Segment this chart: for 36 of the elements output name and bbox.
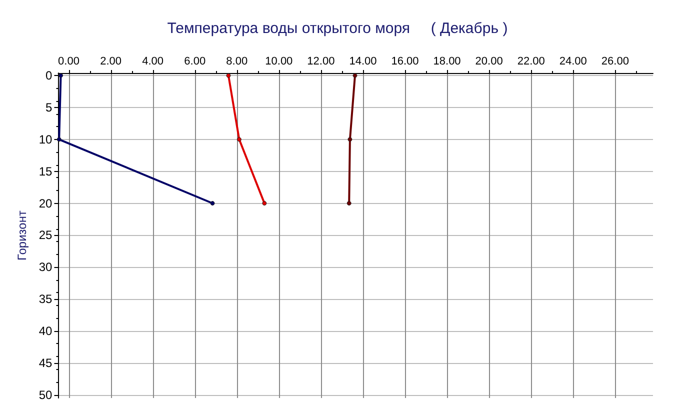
x-tick-label: 22.00 [517, 56, 545, 68]
y-tick-label: 35 [38, 292, 53, 306]
point [210, 201, 215, 206]
point [236, 137, 242, 142]
y-tick-label: 30 [38, 260, 53, 274]
y-axis-title: Горизонт [15, 210, 29, 260]
x-tick-label: 6.00 [184, 56, 206, 68]
x-tick-label: 16.00 [391, 56, 419, 68]
point [352, 73, 358, 78]
y-tick-label: 15 [38, 164, 53, 178]
point [348, 137, 352, 142]
x-tick-label: 4.00 [142, 56, 164, 68]
x-tick-label: 20.00 [475, 56, 503, 68]
y-tick-label: 50 [38, 388, 53, 402]
point [346, 201, 352, 206]
x-tick-label: 24.00 [559, 56, 587, 68]
x-tick-label: 14.00 [349, 56, 377, 68]
y-tick-label: 5 [46, 100, 53, 114]
x-tick-label: 2.00 [100, 56, 122, 68]
y-tick-label: 20 [38, 196, 53, 210]
y-tick-label: 40 [38, 324, 53, 338]
point [58, 73, 64, 78]
x-tick-label: 18.00 [433, 56, 461, 68]
y-tick-label: 25 [38, 228, 53, 242]
point [56, 137, 62, 142]
x-tick-label: 8.00 [226, 56, 248, 68]
point [262, 201, 267, 206]
point [226, 73, 231, 78]
y-tick-label: 10 [38, 132, 53, 146]
chart-title: Температура воды открытого моря ( Декабрь ) [167, 20, 508, 37]
x-tick-label: 26.00 [601, 56, 629, 68]
x-tick-label: 0.00 [58, 56, 80, 68]
y-tick-label: 45 [38, 356, 53, 370]
x-tick-label: 12.00 [307, 56, 335, 68]
y-tick-label: 0 [46, 68, 53, 83]
x-tick-label: 10.00 [265, 56, 293, 68]
